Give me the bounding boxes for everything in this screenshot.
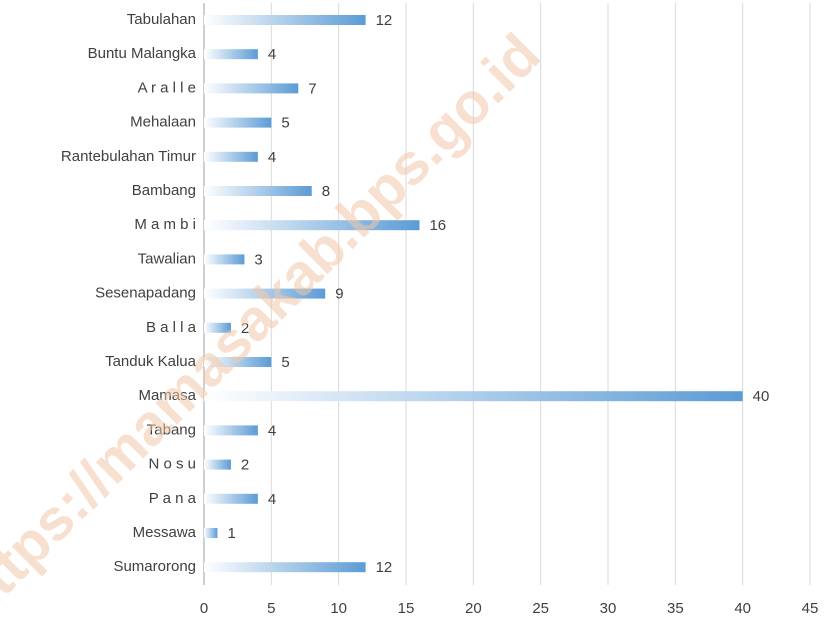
data-label: 1	[227, 525, 235, 542]
data-label: 4	[268, 46, 276, 63]
y-tick-label: Tabulahan	[127, 11, 196, 28]
y-tick-label: Sumarorong	[113, 558, 196, 575]
y-tick-label: Tabang	[147, 421, 196, 438]
y-tick-label: Buntu Malangka	[88, 45, 197, 62]
data-label: 2	[241, 320, 249, 337]
y-tick-label: Bambang	[132, 182, 196, 199]
y-tick-label: Tanduk Kalua	[105, 353, 197, 370]
bar	[204, 186, 312, 196]
bar	[204, 83, 299, 94]
bar	[204, 357, 272, 367]
data-label: 9	[335, 286, 343, 303]
bar	[204, 117, 272, 128]
data-label: 5	[281, 354, 289, 371]
y-tick-label: N o s u	[148, 456, 196, 473]
watermark: https://mamasakab.bps.go.id	[0, 21, 553, 621]
x-tick-label: 0	[200, 600, 208, 617]
x-tick-label: 25	[532, 600, 549, 617]
bar	[204, 459, 231, 470]
data-label: 4	[268, 149, 276, 166]
x-tick-label: 5	[267, 600, 275, 617]
x-tick-label: 40	[734, 600, 751, 617]
bar	[204, 151, 258, 162]
y-tick-label: Messawa	[133, 524, 197, 541]
bar	[204, 49, 258, 60]
data-label: 40	[753, 388, 770, 405]
x-tick-label: 35	[667, 600, 684, 617]
x-tick-label: 30	[600, 600, 617, 617]
bar	[204, 391, 743, 402]
bar	[204, 15, 366, 25]
y-tick-label: A r a l l e	[138, 79, 196, 96]
y-tick-label: Rantebulahan Timur	[61, 148, 196, 165]
y-tick-label: Mehalaan	[130, 114, 196, 131]
x-tick-label: 10	[330, 600, 347, 617]
data-label: 4	[268, 422, 276, 439]
data-label: 7	[308, 80, 316, 97]
y-tick-label: M a m b i	[134, 216, 196, 233]
bar	[204, 322, 231, 333]
bar	[204, 288, 326, 299]
data-label: 2	[241, 457, 249, 474]
data-label: 12	[376, 12, 393, 29]
y-tick-label: Sesenapadang	[95, 285, 196, 302]
y-tick-label: B a l l a	[146, 319, 197, 336]
data-label: 4	[268, 491, 276, 508]
data-label: 16	[429, 217, 446, 234]
bar	[204, 425, 258, 436]
y-tick-label: Tawalian	[138, 250, 196, 267]
data-label: 12	[376, 559, 393, 576]
x-tick-label: 45	[802, 600, 819, 617]
bar	[204, 562, 366, 573]
data-label: 5	[281, 115, 289, 132]
data-label: 3	[254, 251, 262, 268]
x-tick-label: 20	[465, 600, 482, 617]
data-label: 8	[322, 183, 330, 200]
x-tick-label: 15	[398, 600, 415, 617]
bar	[204, 220, 420, 231]
y-tick-label: Mamasa	[138, 387, 196, 404]
bar	[204, 528, 218, 538]
y-tick-label: P a n a	[149, 490, 197, 507]
bar	[204, 254, 245, 265]
bar	[204, 493, 258, 504]
